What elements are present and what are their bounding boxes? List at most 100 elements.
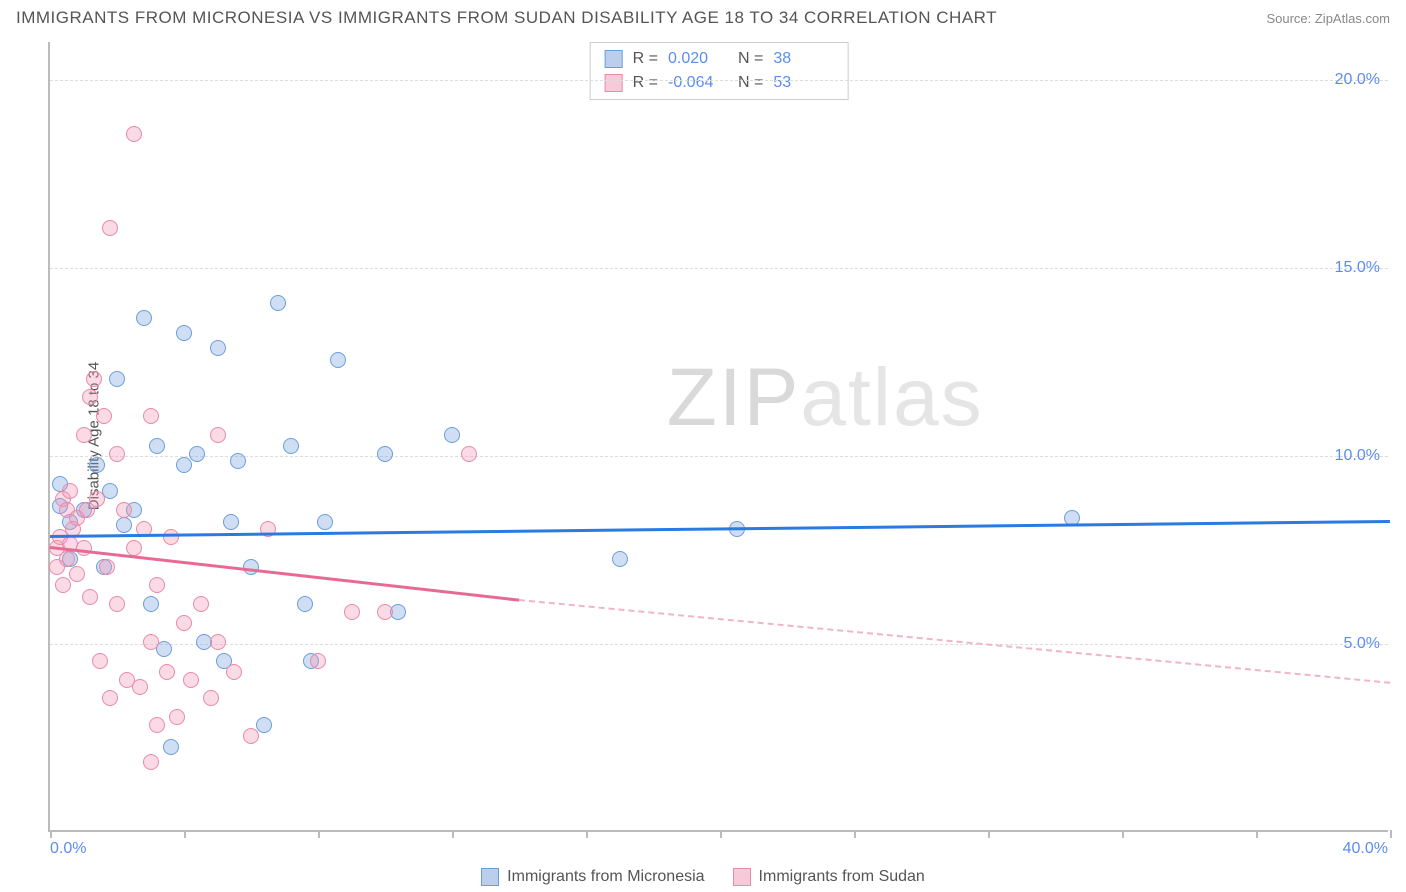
scatter-plot: Disability Age 18 to 34 0.0% 40.0% R = 0…: [48, 42, 1388, 832]
trend-line: [519, 599, 1390, 684]
trend-line: [50, 520, 1390, 538]
data-point: [59, 551, 75, 567]
data-point: [143, 754, 159, 770]
data-point: [126, 126, 142, 142]
data-point: [163, 739, 179, 755]
x-tick: [988, 830, 990, 838]
data-point: [76, 427, 92, 443]
data-point: [143, 408, 159, 424]
x-axis-min-label: 0.0%: [50, 840, 86, 858]
data-point: [116, 502, 132, 518]
data-point: [283, 438, 299, 454]
data-point: [99, 559, 115, 575]
data-point: [344, 604, 360, 620]
stats-row-micronesia: R = 0.020 N = 38: [605, 47, 834, 71]
source-label: Source: ZipAtlas.com: [1266, 11, 1390, 26]
data-point: [169, 709, 185, 725]
data-point: [136, 310, 152, 326]
data-point: [444, 427, 460, 443]
data-point: [82, 589, 98, 605]
data-point: [89, 457, 105, 473]
y-tick-label: 20.0%: [1335, 71, 1380, 89]
data-point: [243, 728, 259, 744]
gridline: [50, 268, 1388, 269]
data-point: [109, 371, 125, 387]
data-point: [176, 457, 192, 473]
data-point: [109, 446, 125, 462]
swatch-icon: [481, 868, 499, 886]
data-point: [102, 690, 118, 706]
gridline: [50, 456, 1388, 457]
x-tick: [720, 830, 722, 838]
gridline: [50, 644, 1388, 645]
stats-box: R = 0.020 N = 38 R = -0.064 N = 53: [590, 42, 849, 100]
y-tick-label: 5.0%: [1344, 635, 1380, 653]
data-point: [96, 408, 112, 424]
chart-title: IMMIGRANTS FROM MICRONESIA VS IMMIGRANTS…: [16, 8, 997, 28]
stats-row-sudan: R = -0.064 N = 53: [605, 71, 834, 95]
data-point: [156, 641, 172, 657]
x-tick: [318, 830, 320, 838]
x-tick: [452, 830, 454, 838]
data-point: [203, 690, 219, 706]
data-point: [62, 483, 78, 499]
swatch-icon: [605, 50, 623, 68]
data-point: [126, 540, 142, 556]
legend-item-sudan: Immigrants from Sudan: [733, 868, 925, 886]
data-point: [226, 664, 242, 680]
data-point: [69, 566, 85, 582]
data-point: [132, 679, 148, 695]
legend-item-micronesia: Immigrants from Micronesia: [481, 868, 704, 886]
x-tick: [1256, 830, 1258, 838]
x-tick: [1122, 830, 1124, 838]
x-tick: [586, 830, 588, 838]
data-point: [330, 352, 346, 368]
data-point: [143, 634, 159, 650]
data-point: [159, 664, 175, 680]
trend-line: [50, 546, 519, 602]
x-tick: [854, 830, 856, 838]
data-point: [193, 596, 209, 612]
data-point: [189, 446, 205, 462]
data-point: [55, 577, 71, 593]
x-axis-max-label: 40.0%: [1343, 840, 1388, 858]
data-point: [256, 717, 272, 733]
data-point: [223, 514, 239, 530]
y-tick-label: 10.0%: [1335, 447, 1380, 465]
data-point: [149, 577, 165, 593]
x-tick: [50, 830, 52, 838]
data-point: [149, 438, 165, 454]
data-point: [310, 653, 326, 669]
plot-area: ZIPatlas Disability Age 18 to 34 0.0% 40…: [48, 42, 1388, 832]
x-tick: [184, 830, 186, 838]
data-point: [377, 604, 393, 620]
swatch-icon: [605, 74, 623, 92]
data-point: [270, 295, 286, 311]
data-point: [89, 491, 105, 507]
data-point: [210, 427, 226, 443]
data-point: [183, 672, 199, 688]
data-point: [92, 653, 108, 669]
data-point: [377, 446, 393, 462]
data-point: [461, 446, 477, 462]
data-point: [210, 634, 226, 650]
data-point: [176, 615, 192, 631]
x-tick: [1390, 830, 1392, 838]
data-point: [230, 453, 246, 469]
data-point: [176, 325, 192, 341]
data-point: [102, 220, 118, 236]
data-point: [143, 596, 159, 612]
bottom-legend: Immigrants from Micronesia Immigrants fr…: [0, 868, 1406, 886]
data-point: [210, 340, 226, 356]
data-point: [297, 596, 313, 612]
data-point: [109, 596, 125, 612]
data-point: [86, 371, 102, 387]
data-point: [116, 517, 132, 533]
data-point: [82, 389, 98, 405]
y-tick-label: 15.0%: [1335, 259, 1380, 277]
data-point: [612, 551, 628, 567]
swatch-icon: [733, 868, 751, 886]
data-point: [149, 717, 165, 733]
data-point: [317, 514, 333, 530]
gridline: [50, 80, 1388, 81]
